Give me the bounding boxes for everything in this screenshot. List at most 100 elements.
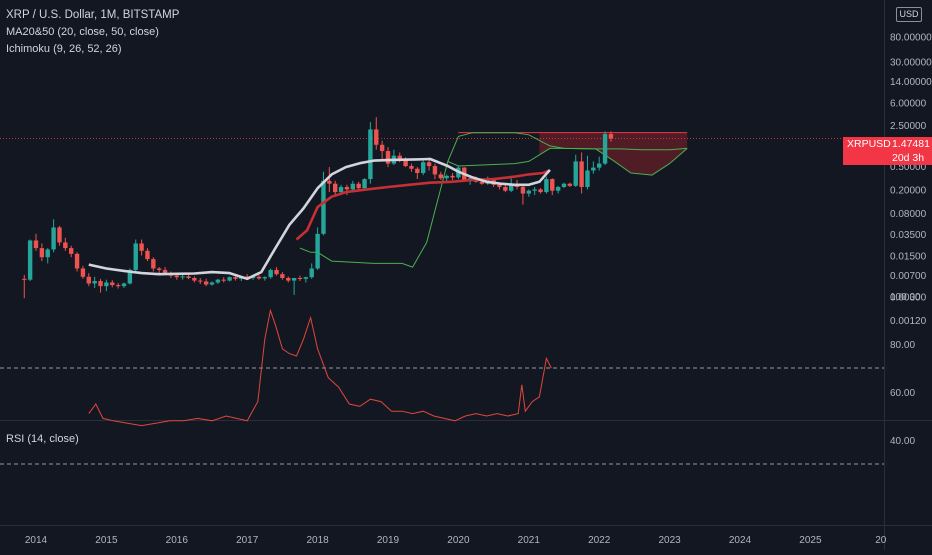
candle-body (591, 167, 596, 171)
time-axis-label: 2024 (729, 535, 752, 546)
price-axis-label: 0.50000 (890, 162, 927, 173)
candle-body (221, 279, 226, 281)
candle-body (86, 276, 91, 284)
candle-body (415, 168, 420, 174)
candle-body (596, 163, 602, 168)
candle-body (444, 175, 449, 179)
candle-body (63, 242, 68, 249)
candle-body (315, 233, 320, 269)
rsi-legend[interactable]: RSI (14, close) (6, 433, 79, 445)
last-price-tag: XRPUSD 1.47481 20d 3h (843, 137, 932, 165)
candle-body (286, 277, 291, 281)
rsi-line (88, 308, 552, 427)
candle-body (532, 189, 537, 191)
candle-body (567, 183, 573, 186)
rsi-axis-label: 60.00 (890, 388, 915, 399)
candle-body (602, 134, 608, 164)
candle-body (497, 184, 502, 187)
ma-legend[interactable]: MA20&50 (20, close, 50, close) (6, 26, 159, 38)
ichimoku-cloud (539, 132, 688, 176)
time-axis-label: 2015 (95, 535, 118, 546)
ichimoku-legend[interactable]: Ichimoku (9, 26, 52, 26) (6, 43, 122, 55)
candle-body (39, 248, 45, 258)
candle-body (192, 277, 197, 281)
candle-body (338, 186, 344, 193)
price-axis-label: 0.03500 (890, 230, 927, 241)
candle-body (98, 281, 103, 287)
candle-body (186, 276, 191, 278)
price-tag-countdown: 20d 3h (892, 152, 925, 164)
candle-body (127, 269, 133, 284)
candle-body (438, 174, 443, 179)
candle-body (426, 162, 432, 167)
candle-body (115, 285, 121, 287)
price-axis-label: 14.00000 (890, 77, 932, 88)
candle-body (180, 276, 185, 278)
candle-body (145, 250, 150, 260)
candle-body (479, 181, 485, 184)
candle-body (368, 129, 373, 180)
candle-body (297, 277, 303, 279)
time-axis-label: 2022 (588, 535, 611, 546)
ichimoku-span-a (447, 132, 688, 162)
chart-title[interactable]: XRP / U.S. Dollar, 1M, BITSTAMP (6, 9, 180, 21)
candle-body (344, 186, 350, 190)
time-axis-label: 2020 (447, 535, 470, 546)
price-axis-label: 0.00120 (890, 316, 927, 327)
time-axis-label: 2021 (518, 535, 541, 546)
candle-body (374, 129, 379, 145)
rsi-axis-label: 40.00 (890, 436, 915, 447)
price-tag-value: 1.47481 (892, 138, 930, 150)
price-axis-label: 30.00000 (890, 58, 932, 69)
candle-body (203, 281, 209, 285)
candle-body (350, 183, 355, 190)
candle-body (227, 277, 232, 281)
candle-body (156, 268, 162, 270)
time-axis-label: 2025 (799, 535, 822, 546)
candle-body (162, 269, 168, 274)
candle-body (508, 184, 514, 191)
price-axis-label: 80.00000 (890, 33, 932, 44)
candle-body (256, 276, 262, 279)
currency-badge[interactable]: USD (896, 7, 922, 22)
candle-body (526, 190, 531, 194)
price-axis-label: 0.08000 (890, 209, 927, 220)
candle-body (503, 186, 508, 191)
time-axis-label: 2016 (166, 535, 189, 546)
candle-body (262, 277, 267, 279)
candle-body (268, 269, 273, 278)
candle-body (280, 274, 285, 278)
time-axis-label: 20 (875, 535, 887, 546)
candle-body (27, 240, 33, 280)
candle-body (585, 170, 590, 187)
candle-body (420, 162, 426, 174)
candle-body (544, 179, 549, 193)
candle-body (332, 183, 338, 193)
candle-body (579, 161, 584, 187)
candle-body (151, 259, 156, 269)
candle-body (385, 151, 391, 164)
candle-body (244, 276, 250, 278)
candle-body (321, 180, 326, 234)
candle-body (104, 282, 109, 287)
candle-body (362, 179, 367, 189)
price-axis-label: 2.50000 (890, 121, 927, 132)
candle-body (92, 281, 97, 284)
price-axis-label: 0.00700 (890, 271, 927, 282)
candle-body (309, 268, 314, 278)
price-axis-label: 0.01500 (890, 252, 927, 263)
candle-body (22, 278, 27, 280)
candle-body (327, 180, 332, 184)
candle-body (397, 155, 402, 160)
candle-body (608, 134, 614, 139)
candle-body (121, 283, 127, 287)
candle-body (51, 227, 56, 250)
candle-body (80, 268, 86, 277)
candle-body (33, 240, 39, 249)
candle-body (573, 161, 578, 186)
candle-body (520, 186, 526, 194)
candle-body (409, 166, 414, 169)
price-axis-label: 6.00000 (890, 99, 927, 110)
